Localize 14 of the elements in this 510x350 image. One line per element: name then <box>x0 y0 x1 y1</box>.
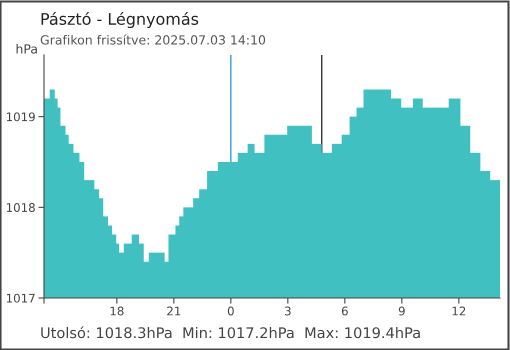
y-tick-label: 1017 <box>6 294 35 303</box>
x-tick-label: 0 <box>228 306 234 316</box>
y-tick-label: 1018 <box>6 203 35 212</box>
x-tick-label: 3 <box>284 306 291 316</box>
chart-subtitle: Grafikon frissítve: 2025.07.03 14:10 <box>40 34 266 45</box>
y-axis-title: hPa <box>16 44 37 54</box>
x-tick-label: 9 <box>398 306 405 316</box>
x-tick-label: 21 <box>167 306 180 316</box>
text: Utolsó: 1018.3hPa Min: 1017.2hPa Max: 1019.4hPa <box>41 326 420 338</box>
chart-title: Pásztó - Légnyomás <box>42 12 198 28</box>
x-tick-label: 18 <box>110 306 124 316</box>
x-tick-label: 6 <box>342 306 348 316</box>
x-tick-label: 12 <box>452 306 466 316</box>
y-tick-label: 1019 <box>6 112 35 122</box>
